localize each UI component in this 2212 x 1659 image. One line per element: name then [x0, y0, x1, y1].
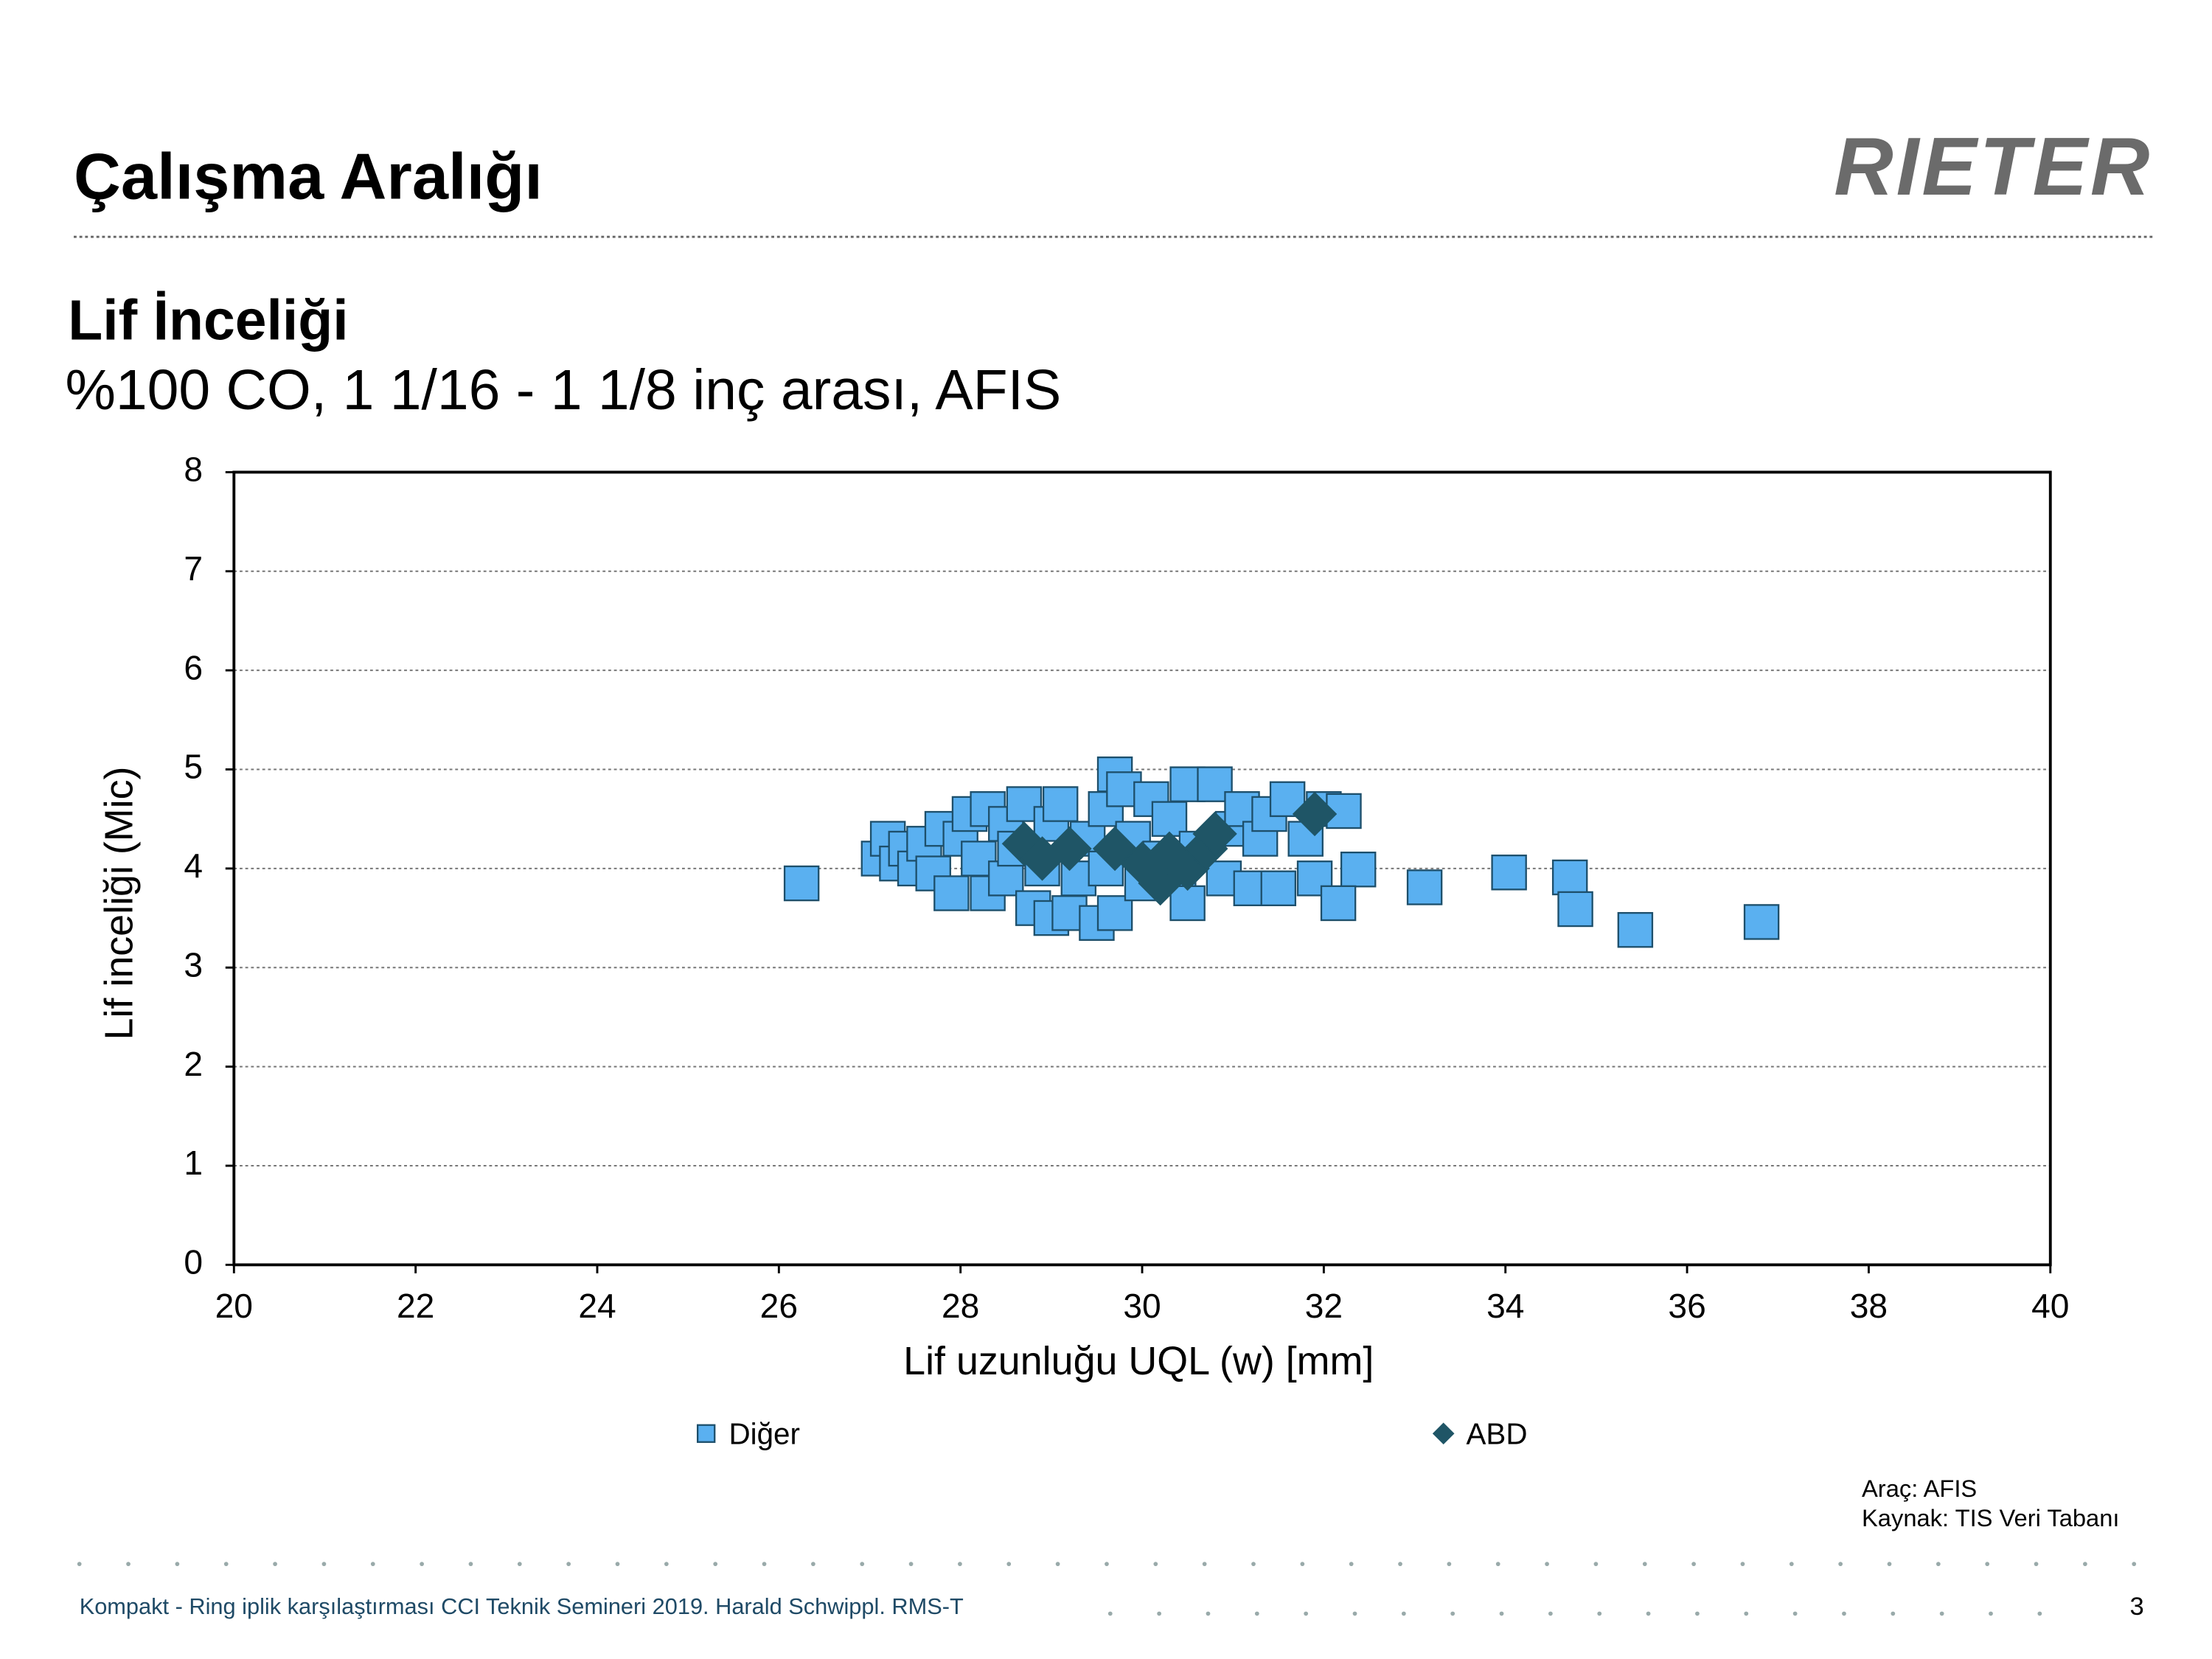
y-tick-label: 7: [184, 549, 203, 588]
legend-swatch: [1432, 1422, 1455, 1445]
y-tick-label: 2: [184, 1045, 203, 1083]
x-tick-label: 38: [1850, 1287, 1888, 1325]
x-tick-label: 28: [942, 1287, 979, 1325]
x-tick-label: 26: [760, 1287, 798, 1325]
point: [933, 875, 970, 911]
legend-swatch: [697, 1424, 716, 1443]
y-tick-label: 0: [184, 1243, 203, 1281]
y-tick-label: 6: [184, 648, 203, 686]
chart-subtitle: %100 CO, 1 1/16 - 1 1/8 inç arası, AFIS: [65, 358, 1061, 422]
point: [1192, 811, 1237, 857]
point: [1292, 791, 1338, 837]
point: [1340, 851, 1377, 888]
x-tick-label: 32: [1305, 1287, 1343, 1325]
note: Araç: AFIS: [1862, 1475, 1977, 1502]
point: [1169, 885, 1206, 922]
x-tick-label: 36: [1668, 1287, 1705, 1325]
point: [783, 865, 820, 902]
point: [1557, 891, 1593, 928]
x-tick-label: 20: [215, 1287, 253, 1325]
y-axis-label: Lif inceliği (Mic): [97, 767, 142, 1040]
x-axis-label: Lif uzunluğu UQL (w) [mm]: [903, 1339, 1374, 1383]
y-tick-label: 8: [184, 451, 203, 489]
x-tick-label: 24: [578, 1287, 616, 1325]
footer: Kompakt - Ring iplik karşılaştırması CCI…: [80, 1593, 964, 1619]
point: [1406, 869, 1443, 905]
point: [1743, 904, 1780, 940]
point: [1042, 786, 1079, 822]
point: [1260, 870, 1297, 906]
plot-frame: [232, 470, 2052, 1267]
logo: RIETER: [1834, 120, 2152, 212]
point: [1551, 859, 1588, 896]
point: [1491, 855, 1527, 891]
x-tick-label: 30: [1123, 1287, 1161, 1325]
y-tick-label: 3: [184, 945, 203, 984]
point: [1047, 826, 1092, 872]
page-number: 3: [2129, 1593, 2143, 1621]
slide-heading: Çalışma Aralığı: [74, 140, 543, 213]
x-tick-label: 22: [397, 1287, 434, 1325]
point: [1096, 895, 1133, 931]
chart-title: Lif İnceliği: [68, 289, 348, 352]
y-tick-label: 4: [184, 846, 203, 885]
note: Kaynak: TIS Veri Tabanı: [1862, 1504, 2120, 1531]
x-tick-label: 34: [1486, 1287, 1524, 1325]
point: [1617, 911, 1654, 948]
legend-label: Diğer: [728, 1417, 799, 1451]
y-tick-label: 5: [184, 748, 203, 786]
legend-label: ABD: [1466, 1417, 1527, 1451]
x-tick-label: 40: [2031, 1287, 2069, 1325]
point: [1320, 885, 1357, 922]
point: [988, 860, 1024, 897]
y-tick-label: 1: [184, 1144, 203, 1182]
